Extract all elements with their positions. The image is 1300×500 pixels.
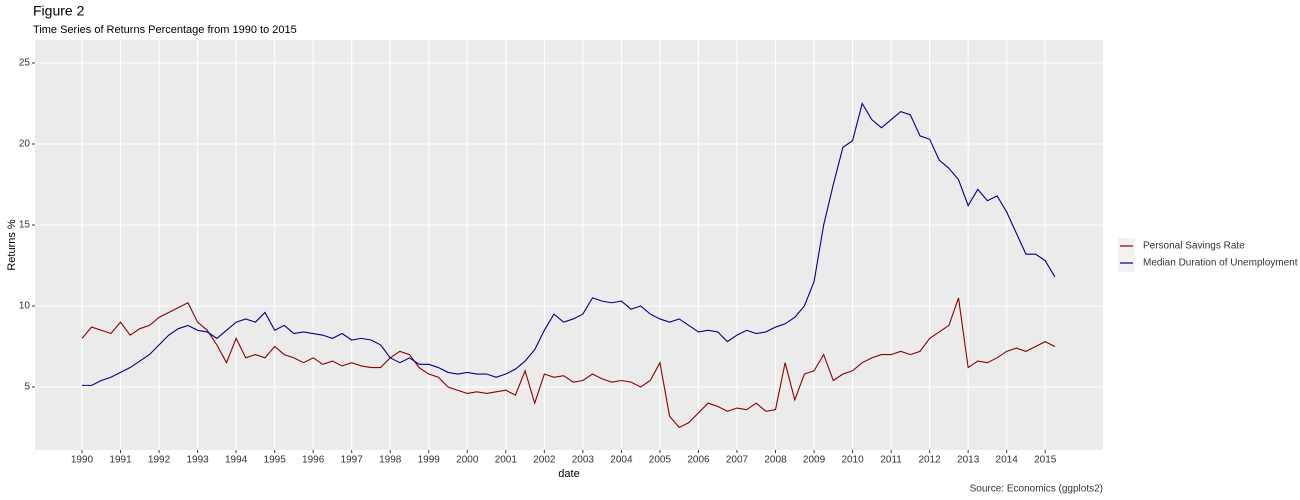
x-tick-label: 2015 — [1034, 455, 1057, 466]
x-tick-label: 1995 — [264, 455, 287, 466]
x-tick-label: 2013 — [957, 455, 980, 466]
x-tick-label: 2004 — [610, 455, 633, 466]
x-tick-label: 2014 — [996, 455, 1019, 466]
x-tick-label: 2000 — [456, 455, 479, 466]
x-tick-label: 2007 — [726, 455, 749, 466]
x-tick-label: 1996 — [302, 455, 325, 466]
legend-label: Personal Savings Rate — [1143, 241, 1245, 252]
y-tick-label: 15 — [19, 220, 31, 231]
x-tick-label: 2005 — [649, 455, 672, 466]
y-tick-label: 20 — [19, 139, 31, 150]
x-tick-label: 1992 — [148, 455, 171, 466]
x-tick-label: 2010 — [841, 455, 864, 466]
y-tick-label: 25 — [19, 58, 31, 69]
chart-subtitle: Time Series of Returns Percentage from 1… — [33, 24, 297, 36]
x-tick-label: 2003 — [572, 455, 595, 466]
x-tick-label: 2008 — [764, 455, 787, 466]
x-tick-label: 1991 — [109, 455, 132, 466]
x-tick-label: 2012 — [918, 455, 941, 466]
x-tick-label: 1999 — [418, 455, 441, 466]
x-tick-label: 2002 — [533, 455, 556, 466]
legend-label: Median Duration of Unemployment — [1143, 258, 1298, 269]
chart-title: Figure 2 — [33, 3, 85, 19]
x-tick-label: 2006 — [687, 455, 710, 466]
x-tick-label: 1994 — [225, 455, 248, 466]
series-line — [81, 297, 1056, 429]
x-tick-label: 2001 — [495, 455, 518, 466]
panel — [35, 40, 1103, 450]
y-tick-label: 5 — [24, 382, 30, 393]
x-tick-label: 2011 — [880, 455, 902, 466]
x-tick-label: 1998 — [379, 455, 402, 466]
x-tick-label: 2009 — [803, 455, 826, 466]
y-tick-label: 10 — [19, 301, 31, 312]
x-tick-label: 1993 — [186, 455, 209, 466]
y-axis-title: Returns % — [6, 219, 18, 271]
x-axis-title: date — [558, 468, 579, 480]
series-line — [82, 102, 1056, 386]
x-tick-label: 1997 — [341, 455, 364, 466]
x-tick-label: 1990 — [71, 455, 94, 466]
caption: Source: Economics (ggplots2) — [970, 484, 1103, 495]
